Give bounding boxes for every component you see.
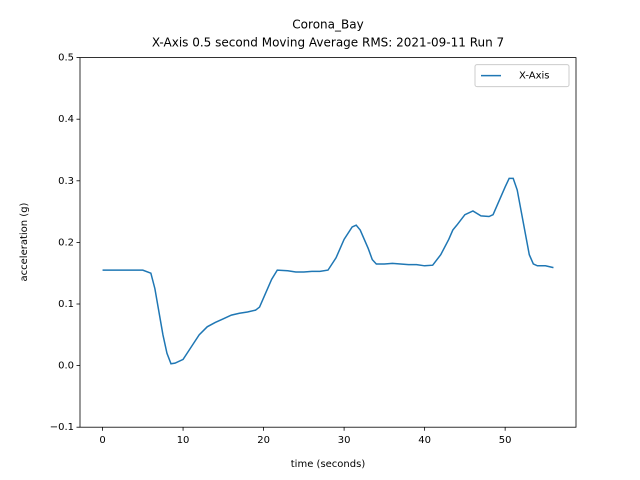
y-axis-label: acceleration (g): [19, 202, 30, 281]
plot-frame: [79, 57, 577, 428]
line-series: [102, 177, 554, 365]
y-tick-label: 0.2: [58, 237, 74, 248]
y-tick-label: 0.3: [58, 176, 74, 187]
y-tick-label: 0.4: [58, 114, 74, 125]
legend-box: [474, 64, 570, 88]
x-tick-label: 30: [338, 435, 351, 446]
chart-subtitle: X-Axis 0.5 second Moving Average RMS: 20…: [152, 36, 504, 50]
x-tick-label: 50: [499, 435, 512, 446]
x-tick-label: 40: [418, 435, 431, 446]
y-tick-label: 0.0: [58, 361, 74, 372]
y-tick-label: 0.5: [58, 53, 74, 64]
x-tick-label: 10: [177, 435, 190, 446]
y-tick-label: 0.1: [58, 299, 74, 310]
chart-title: Corona_Bay: [292, 18, 363, 32]
x-tick-label: 0: [99, 435, 105, 446]
x-axis-label: time (seconds): [291, 459, 366, 470]
legend-label: X-Axis: [519, 71, 550, 82]
y-tick-label: −0.1: [50, 422, 74, 433]
x-tick-label: 20: [257, 435, 270, 446]
